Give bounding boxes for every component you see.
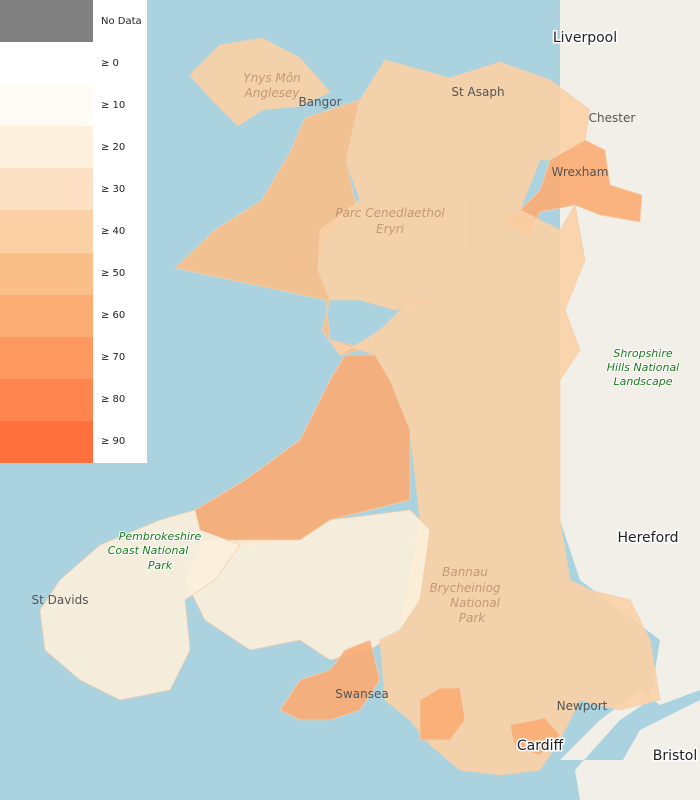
area-label: Anglesey [244,86,301,100]
legend-item: ≥ 10 [0,84,147,127]
legend-label: ≥ 0 [101,57,119,69]
legend-item: ≥ 80 [0,378,147,421]
park-label: Landscape [613,375,672,388]
legend-label: ≥ 30 [101,183,126,195]
legend-label: ≥ 40 [101,226,126,238]
labels: Liverpool Chester Wrexham Ynys Môn Angle… [31,29,698,766]
region [419,687,466,741]
legend-item: ≥ 70 [0,336,147,379]
town-label: Wrexham [552,165,609,179]
region [39,509,241,701]
legend-swatch [0,84,93,127]
legend-label: ≥ 20 [101,141,126,153]
legend: No Data ≥ 0 ≥ 10 ≥ 20 ≥ 30 ≥ 40 ≥ 50 ≥ 60 ≥ 70 ≥ … [0,0,147,464]
legend-swatch [0,336,93,379]
legend-swatch [0,252,93,295]
legend-item: ≥ 60 [0,294,147,337]
park-label: Eryri [376,222,405,236]
legend-item: ≥ 20 [0,126,147,169]
region [279,639,381,721]
legend-label: ≥ 70 [101,352,126,364]
town-label: St Davids [31,593,88,607]
park-label: Park [459,611,487,625]
park-label: Pembrokeshire [119,530,202,543]
park-label: Shropshire [613,347,672,360]
city-label: Swansea [335,687,388,701]
region [184,509,431,661]
legend-label: ≥ 90 [101,436,126,448]
legend-label: ≥ 10 [101,99,126,111]
region [189,37,331,127]
legend-label: ≥ 80 [101,394,126,406]
legend-item: ≥ 50 [0,252,147,295]
legend-swatch [0,294,93,337]
legend-item: ≥ 40 [0,210,147,253]
city-label: Liverpool [553,30,617,46]
legend-swatch [0,420,93,464]
park-label: National [450,596,501,610]
park-label: Coast National [108,544,189,557]
area-label: Ynys Môn [243,71,300,85]
city-label: Newport [557,699,608,713]
park-label: Bannau [442,565,488,579]
park-label: Parc Cenedlaethol [335,206,445,220]
region [345,59,541,211]
park-label: Park [148,559,173,572]
legend-swatch [0,42,93,85]
town-label: Bangor [298,95,341,109]
land [600,700,700,800]
city-label: Hereford [617,530,678,546]
region [509,717,561,756]
city-label: Cardiff [517,738,564,754]
park-label: Brycheiniog [429,581,500,595]
legend-item: ≥ 30 [0,168,147,211]
town-label: Chester [589,111,636,125]
legend-swatch [0,168,93,211]
legend-swatch [0,126,93,169]
legend-item: ≥ 0 [0,42,147,85]
legend-swatch [0,210,93,253]
legend-label: No Data [101,15,142,27]
legend-swatch [0,0,93,43]
park-label: Hills National [607,361,680,374]
legend-swatch [0,378,93,421]
regions [39,37,661,776]
legend-label: ≥ 50 [101,268,126,280]
legend-item: No Data [0,0,147,43]
legend-item: ≥ 90 [0,420,147,464]
city-label: Bristol [653,748,698,764]
town-label: St Asaph [451,85,504,99]
legend-label: ≥ 60 [101,310,126,322]
